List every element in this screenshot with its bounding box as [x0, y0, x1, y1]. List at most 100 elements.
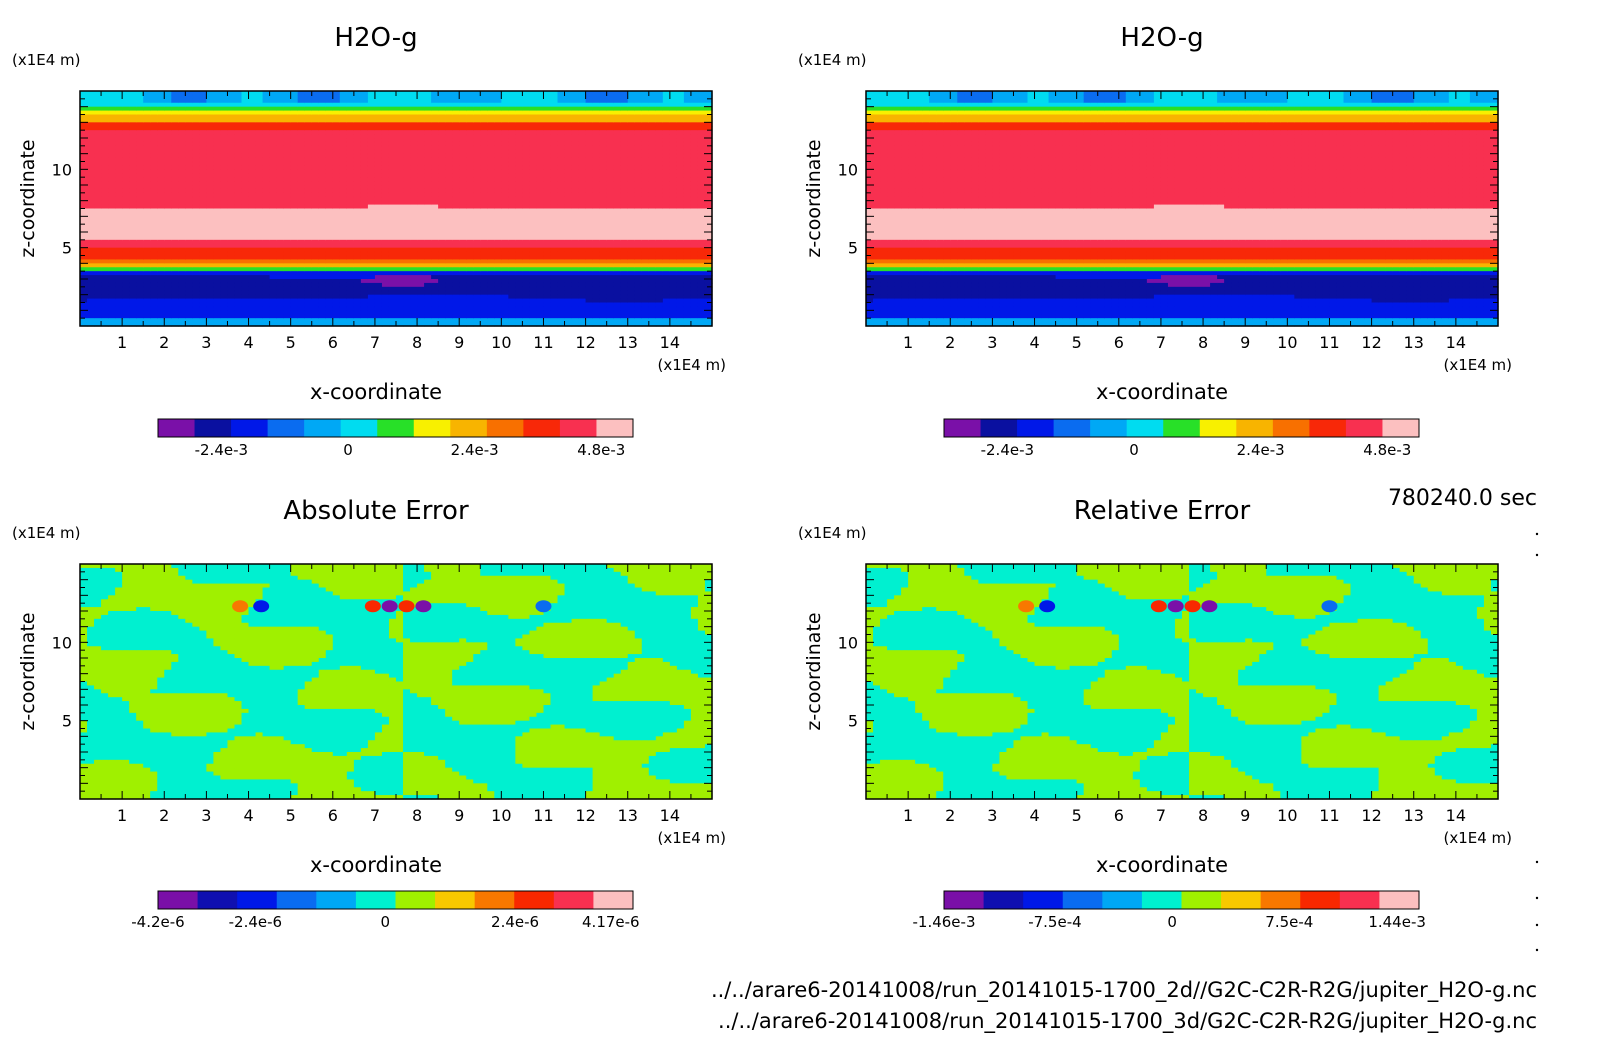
colorbar-swatch [231, 419, 268, 437]
panel-title: Absolute Error [283, 496, 469, 526]
x-tick-label: 10 [1277, 806, 1297, 825]
margin-dot [1536, 533, 1538, 535]
colorbar-swatch [268, 419, 305, 437]
error-blob [1321, 600, 1337, 612]
colorbar-swatch [1309, 419, 1346, 437]
x-tick-label: 1 [903, 806, 913, 825]
y-tick-label: 5 [62, 712, 72, 731]
y-tick-label: 10 [52, 633, 72, 652]
y-tick-label: 5 [848, 712, 858, 731]
colorbar-swatch [341, 419, 378, 437]
margin-dots [1536, 533, 1538, 951]
error-blob [365, 600, 381, 612]
x-tick-label: 2 [945, 333, 955, 352]
x-unit-label: (x1E4 m) [1443, 829, 1512, 847]
x-tick-label: 14 [1446, 806, 1466, 825]
error-blob [1151, 600, 1167, 612]
y-unit-label: (x1E4 m) [798, 524, 867, 542]
colorbar-tick-label: -1.46e-3 [913, 913, 976, 931]
panel-title: Relative Error [1074, 496, 1251, 526]
error-blob [399, 600, 415, 612]
x-unit-label: (x1E4 m) [1443, 356, 1512, 374]
colorbar-tick-label: 0 [380, 913, 390, 931]
colorbar-tick-label: 2.4e-6 [491, 913, 539, 931]
colorbar-swatch [450, 419, 487, 437]
contour-field [80, 91, 713, 327]
x-tick-label: 11 [533, 806, 553, 825]
y-unit-label: (x1E4 m) [12, 524, 81, 542]
x-tick-label: 14 [660, 333, 680, 352]
colorbar-swatch [1300, 891, 1340, 909]
x-tick-label: 2 [159, 806, 169, 825]
colorbar-swatch [514, 891, 554, 909]
x-tick-label: 13 [618, 806, 638, 825]
x-tick-label: 9 [454, 806, 464, 825]
x-tick-label: 10 [1277, 333, 1297, 352]
colorbar-tick-label: -2.4e-3 [195, 441, 248, 459]
colorbar-tick-label: 4.8e-3 [1363, 441, 1411, 459]
x-axis-label: x-coordinate [310, 853, 442, 877]
colorbar-swatch [1142, 891, 1182, 909]
x-tick-label: 1 [117, 806, 127, 825]
file-path-2: ../../arare6-20141008/run_20141015-1700_… [718, 1009, 1537, 1034]
contour-field [866, 564, 1499, 800]
colorbar-swatch [1163, 419, 1200, 437]
colorbar-tick-label: -2.4e-3 [981, 441, 1034, 459]
colorbar-swatch [414, 419, 451, 437]
x-tick-label: 8 [1198, 806, 1208, 825]
x-tick-label: 2 [159, 333, 169, 352]
x-tick-label: 5 [286, 806, 296, 825]
margin-dot [1536, 554, 1538, 556]
colorbar-swatch [1102, 891, 1142, 909]
x-tick-label: 10 [491, 806, 511, 825]
x-tick-label: 3 [201, 333, 211, 352]
x-unit-label: (x1E4 m) [657, 356, 726, 374]
x-tick-label: 6 [328, 806, 338, 825]
colorbar-tick-label: 4.8e-3 [577, 441, 625, 459]
colorbar-tick-label: -2.4e-6 [229, 913, 282, 931]
error-blob [1018, 600, 1034, 612]
colorbar-swatch [596, 419, 633, 437]
margin-dot [1536, 924, 1538, 926]
x-tick-label: 9 [1240, 806, 1250, 825]
colorbar-swatch [158, 419, 195, 437]
colorbar-tick-label: -4.2e-6 [131, 913, 184, 931]
error-blob [1201, 600, 1217, 612]
colorbar: -2.4e-3 0 2.4e-3 4.8e-3 [158, 419, 633, 459]
y-axis-label: z-coordinate [803, 139, 825, 257]
colorbar-swatch [1017, 419, 1054, 437]
y-tick-label: 10 [52, 160, 72, 179]
colorbar-swatch [523, 419, 560, 437]
colorbar: -4.2e-6 -2.4e-6 0 2.4e-6 4.17e-6 [131, 891, 639, 931]
file-path-1: ../../arare6-20141008/run_20141015-1700_… [711, 978, 1537, 1003]
colorbar-swatch [1236, 419, 1273, 437]
x-tick-label: 9 [1240, 333, 1250, 352]
x-tick-label: 8 [412, 806, 422, 825]
colorbar-swatch [316, 891, 356, 909]
time-label: 780240.0 sec [1388, 486, 1537, 511]
x-tick-label: 10 [491, 333, 511, 352]
x-tick-label: 9 [454, 333, 464, 352]
error-blob [382, 600, 398, 612]
x-tick-label: 13 [618, 333, 638, 352]
colorbar-swatch [554, 891, 594, 909]
colorbar-swatch [1090, 419, 1127, 437]
colorbar-swatch [435, 891, 475, 909]
y-axis-label: z-coordinate [17, 139, 39, 257]
colorbar-swatch [1346, 419, 1383, 437]
error-blob [232, 600, 248, 612]
colorbar-tick-label: 7.5e-4 [1265, 913, 1313, 931]
x-tick-label: 7 [1156, 806, 1166, 825]
error-blob [1185, 600, 1201, 612]
colorbar-swatch [1379, 891, 1419, 909]
colorbar-tick-label: 1.44e-3 [1368, 913, 1426, 931]
colorbar-swatch [396, 891, 436, 909]
x-tick-label: 7 [370, 806, 380, 825]
x-tick-label: 12 [1361, 333, 1381, 352]
colorbar-swatch [1221, 891, 1261, 909]
colorbar-tick-label: 0 [1129, 441, 1139, 459]
x-tick-label: 13 [1404, 806, 1424, 825]
y-unit-label: (x1E4 m) [798, 51, 867, 69]
